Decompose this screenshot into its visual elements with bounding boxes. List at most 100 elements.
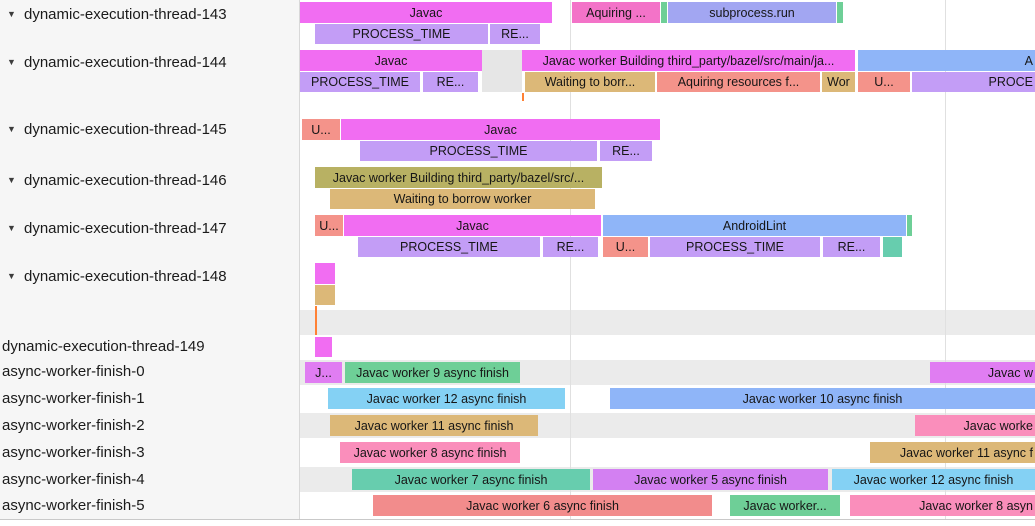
timeline-canvas[interactable]: Javac Aquiring ... subprocess.run PROCESS_T… — [300, 0, 1035, 519]
track-label[interactable]: async-worker-finish-1 — [0, 387, 299, 409]
slice-label: Javac worker 8 asyn — [919, 498, 1033, 513]
expand-arrow-icon[interactable]: ▼ — [7, 124, 16, 134]
trace-slice[interactable] — [883, 237, 902, 257]
trace-slice[interactable]: RE... — [823, 237, 880, 257]
trace-slice[interactable]: Javac worker 12 async finish — [832, 469, 1035, 490]
track-label[interactable]: async-worker-finish-2 — [0, 414, 299, 436]
slice-label: Javac — [456, 218, 489, 233]
slice-label: PROCESS_TIME — [400, 240, 498, 254]
trace-slice[interactable]: Javac worker 10 async finish — [610, 388, 1035, 409]
track-label[interactable]: ▼ dynamic-execution-thread-143 — [0, 3, 299, 25]
trace-slice[interactable]: Javac worker Building third_party/bazel/… — [315, 167, 602, 188]
trace-slice[interactable]: subprocess.run — [668, 2, 836, 23]
trace-slice[interactable]: PROCE — [912, 72, 1035, 92]
trace-slice[interactable]: Javac — [300, 50, 482, 71]
slice-label: PROCESS_TIME — [429, 144, 528, 158]
trace-slice[interactable]: U... — [302, 119, 340, 140]
trace-slice[interactable]: Javac worker 6 async finish — [373, 495, 712, 516]
trace-slice[interactable] — [315, 337, 332, 357]
trace-slice[interactable]: Javac worker 8 async finish — [340, 442, 520, 463]
instant-event-tick[interactable] — [522, 93, 524, 101]
track-label[interactable]: async-worker-finish-3 — [0, 441, 299, 463]
trace-slice[interactable]: U... — [315, 215, 343, 236]
trace-slice[interactable]: RE... — [543, 237, 598, 257]
slice-label: Javac w — [987, 365, 1033, 380]
trace-slice[interactable]: RE... — [600, 141, 652, 161]
slice-label: Javac — [409, 5, 443, 20]
track-label[interactable]: async-worker-finish-0 — [0, 360, 299, 382]
trace-slice[interactable]: Aquiring ... — [572, 2, 660, 23]
trace-slice[interactable]: PROCESS_TIME — [315, 24, 488, 44]
slice-label: Wor — [827, 75, 850, 89]
trace-slice[interactable]: Wor — [822, 72, 855, 92]
trace-slice[interactable]: J... — [305, 362, 342, 383]
trace-slice[interactable]: Waiting to borr... — [525, 72, 655, 92]
slice-label: Javac worker 10 async finish — [742, 391, 903, 406]
track-label-text: async-worker-finish-1 — [2, 389, 145, 407]
trace-slice[interactable]: Javac worker 9 async finish — [345, 362, 520, 383]
expand-arrow-icon[interactable]: ▼ — [7, 175, 16, 185]
slice-label: Aquiring ... — [586, 5, 646, 20]
track-label[interactable]: ▼ dynamic-execution-thread-147 — [0, 217, 299, 239]
trace-slice[interactable] — [837, 2, 843, 23]
trace-slice[interactable]: Javac w — [930, 362, 1035, 383]
trace-slice[interactable]: Javac — [300, 2, 552, 23]
expand-arrow-icon[interactable]: ▼ — [7, 271, 16, 281]
trace-slice[interactable]: Javac worker... — [730, 495, 840, 516]
slice-label: U... — [319, 218, 339, 233]
slice-label: RE... — [612, 144, 640, 158]
track-label[interactable]: ▼ dynamic-execution-thread-146 — [0, 169, 299, 191]
trace-slice[interactable] — [907, 215, 912, 236]
trace-slice[interactable]: Javac worker 11 async f — [870, 442, 1035, 463]
trace-slice[interactable]: Javac — [344, 215, 601, 236]
expand-arrow-icon[interactable]: ▼ — [7, 57, 16, 67]
trace-slice[interactable]: Javac worker Building third_party/bazel/… — [522, 50, 855, 71]
trace-slice[interactable] — [315, 285, 335, 305]
gridline — [945, 0, 946, 519]
slice-label: PROCESS_TIME — [352, 27, 451, 41]
track-label[interactable]: dynamic-execution-thread-149 — [0, 335, 299, 357]
slice-label: Javac worker 11 async f — [899, 445, 1033, 460]
track-label-text: async-worker-finish-4 — [2, 470, 145, 488]
trace-slice[interactable] — [315, 263, 335, 284]
instant-event-tick[interactable] — [315, 306, 317, 335]
trace-slice[interactable]: Waiting to borrow worker — [330, 189, 595, 209]
slice-label: A — [1024, 53, 1033, 68]
trace-slice[interactable]: U... — [858, 72, 910, 92]
slice-label: RE... — [501, 27, 529, 41]
track-labels-sidebar: ▼ dynamic-execution-thread-143 ▼ dynamic-ex… — [0, 0, 300, 519]
track-label[interactable]: async-worker-finish-5 — [0, 494, 299, 516]
trace-slice[interactable]: RE... — [423, 72, 478, 92]
slice-label: PROCE — [988, 75, 1033, 89]
trace-slice[interactable]: RE... — [490, 24, 540, 44]
trace-slice[interactable]: U... — [603, 237, 648, 257]
slice-label: Javac worker 12 async finish — [853, 472, 1014, 487]
trace-slice[interactable]: Aquiring resources f... — [657, 72, 820, 92]
trace-slice[interactable]: Javac worke — [915, 415, 1035, 436]
trace-slice[interactable]: Javac — [341, 119, 660, 140]
track-label-text: async-worker-finish-3 — [2, 443, 145, 461]
trace-slice[interactable]: Javac worker 12 async finish — [328, 388, 565, 409]
track-label-text: dynamic-execution-thread-147 — [24, 219, 227, 237]
trace-slice[interactable] — [661, 2, 667, 23]
trace-slice[interactable]: PROCESS_TIME — [360, 141, 597, 161]
trace-slice[interactable]: Javac worker 11 async finish — [330, 415, 538, 436]
trace-slice[interactable]: A — [858, 50, 1035, 71]
trace-slice[interactable]: Javac worker 5 async finish — [593, 469, 828, 490]
track-label[interactable]: ▼ dynamic-execution-thread-148 — [0, 265, 299, 287]
trace-slice[interactable]: Javac worker 8 asyn — [850, 495, 1035, 516]
track-label-text: async-worker-finish-5 — [2, 496, 145, 514]
trace-slice[interactable] — [482, 50, 522, 92]
track-label[interactable]: async-worker-finish-4 — [0, 468, 299, 490]
trace-slice[interactable]: PROCESS_TIME — [300, 72, 420, 92]
trace-slice[interactable]: AndroidLint — [603, 215, 906, 236]
slice-label: U... — [874, 75, 894, 89]
track-label[interactable]: ▼ dynamic-execution-thread-145 — [0, 118, 299, 140]
trace-slice[interactable]: PROCESS_TIME — [358, 237, 540, 257]
trace-slice[interactable]: PROCESS_TIME — [650, 237, 820, 257]
track-label[interactable]: ▼ dynamic-execution-thread-144 — [0, 51, 299, 73]
expand-arrow-icon[interactable]: ▼ — [7, 223, 16, 233]
track-label-text: dynamic-execution-thread-146 — [24, 171, 227, 189]
expand-arrow-icon[interactable]: ▼ — [7, 9, 16, 19]
trace-slice[interactable]: Javac worker 7 async finish — [352, 469, 590, 490]
